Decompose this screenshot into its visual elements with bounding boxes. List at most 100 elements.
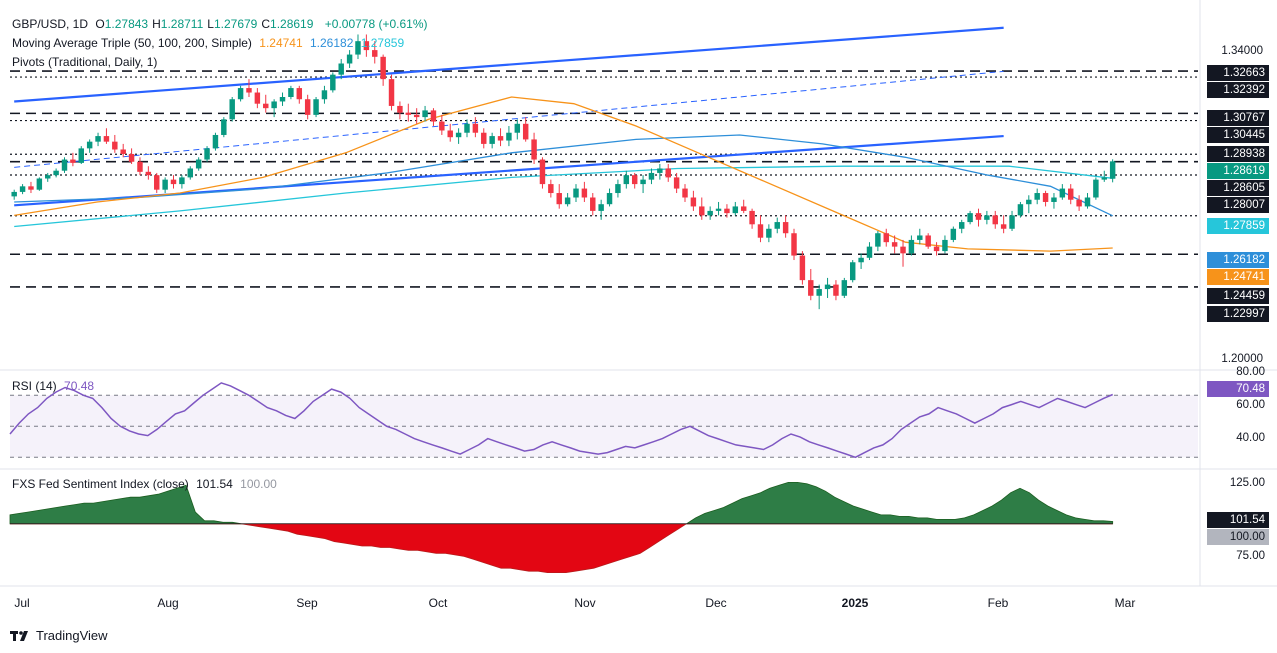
fxs-base-axis-label: 100.00	[1207, 529, 1269, 545]
price-axis-label: 1.24741	[1207, 269, 1269, 285]
candle-body	[858, 257, 864, 263]
candle-body	[799, 255, 806, 281]
candle-body	[237, 88, 244, 100]
candle-body	[321, 90, 328, 100]
candle-body	[531, 139, 537, 160]
price-tick-top: 1.34000	[1221, 45, 1263, 57]
fxs-tick-75: 75.00	[1236, 550, 1265, 562]
candle-body	[581, 188, 588, 198]
candle-body	[405, 112, 412, 115]
candle-body	[556, 193, 562, 205]
candle-body	[489, 136, 495, 144]
candle-body	[221, 119, 227, 135]
candle-body	[439, 121, 445, 131]
trend-line-lower	[14, 134, 1004, 207]
rsi-tick-40: 40.00	[1236, 432, 1265, 444]
price-axis-label: 1.28938	[1207, 146, 1269, 162]
candle-body	[782, 222, 789, 234]
candle-body	[455, 132, 462, 138]
candle-body	[363, 41, 370, 51]
candle-body	[120, 149, 126, 154]
price-axis-label: 1.32392	[1207, 82, 1269, 98]
time-label: Jul	[14, 596, 30, 610]
time-label: Nov	[574, 596, 596, 610]
candle-body	[95, 136, 101, 142]
fxs-base-value: 100.00	[240, 477, 277, 491]
candle-body	[19, 186, 26, 192]
candle-body	[263, 103, 269, 109]
candle-body	[288, 88, 294, 97]
candle-body	[992, 215, 998, 225]
candle-body	[917, 235, 923, 240]
candle-body	[1109, 161, 1116, 179]
candle-body	[246, 88, 252, 93]
price-axis-label: 1.30445	[1207, 127, 1269, 143]
candle-body	[506, 132, 512, 141]
fxs-negative-area	[10, 523, 1113, 573]
candle-body	[699, 206, 705, 216]
candle-body	[539, 159, 546, 185]
candle-body	[808, 280, 814, 296]
candle-body	[170, 179, 177, 185]
candle-body	[338, 63, 344, 75]
candle-body	[724, 208, 730, 214]
candle-body	[254, 92, 261, 104]
fxs-legend-value: 101.54	[196, 477, 233, 491]
candle-body	[413, 114, 420, 118]
candle-body	[1026, 199, 1032, 205]
price-axis-label: 1.26182	[1207, 252, 1269, 268]
candle-body	[514, 123, 521, 133]
pivots-title: Pivots (Traditional, Daily, 1)	[12, 55, 158, 69]
ohlc-key-l: L	[207, 17, 214, 31]
candle-body	[900, 246, 906, 254]
candle-body	[891, 242, 898, 247]
trend-line-upper	[14, 26, 1004, 103]
candle-body	[707, 210, 713, 216]
rsi-axis-label: 70.48	[1207, 381, 1269, 397]
candle-body	[682, 188, 688, 198]
time-label: Mar	[1114, 596, 1136, 610]
time-label: Oct	[428, 596, 448, 610]
rsi-legend-value: 70.48	[64, 379, 95, 393]
candle-body	[606, 193, 613, 205]
candle-body	[1000, 224, 1007, 229]
candle-body	[279, 97, 286, 102]
candle-body	[648, 172, 655, 180]
candle-body	[346, 54, 353, 64]
price-axis-label: 1.28007	[1207, 197, 1269, 213]
candle-body	[53, 170, 59, 176]
candle-body	[950, 228, 957, 240]
candle-body	[154, 175, 160, 190]
candle-body	[388, 79, 395, 106]
price-axis-label: 1.22997	[1207, 306, 1269, 322]
candle-body	[774, 222, 780, 229]
price-axis-label: 1.32663	[1207, 65, 1269, 81]
change-value: +0.00778 (+0.61%)	[324, 17, 428, 31]
candle-body	[481, 132, 487, 144]
candle-body	[849, 262, 856, 281]
candle-body	[61, 159, 68, 171]
candle-body	[967, 213, 973, 223]
ohlc-value-o: 1.27843	[104, 17, 149, 31]
price-tick-bottom: 1.20000	[1221, 353, 1263, 365]
candle-body	[657, 168, 663, 173]
candle-body	[1034, 193, 1040, 200]
candle-body	[875, 233, 881, 247]
candle-body	[598, 204, 604, 211]
rsi-title: RSI (14)	[12, 379, 57, 393]
candle-body	[187, 168, 194, 178]
candle-body	[958, 222, 965, 229]
candle-body	[145, 171, 152, 176]
time-label: Sep	[296, 596, 318, 610]
candle-body	[548, 184, 554, 194]
candle-body	[204, 148, 210, 160]
candle-body	[766, 228, 772, 238]
candle-body	[623, 175, 630, 185]
candle-body	[112, 141, 118, 150]
tradingview-logo-icon	[10, 630, 32, 642]
candle-body	[615, 184, 621, 194]
candle-body	[816, 289, 822, 296]
rsi-tick-60: 60.00	[1236, 399, 1265, 411]
fxs-title: FXS Fed Sentiment Index (close)	[12, 477, 189, 491]
